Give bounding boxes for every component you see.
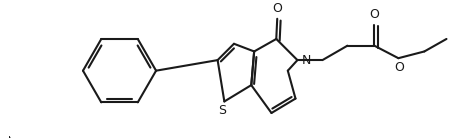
Text: O: O [272, 2, 282, 15]
Text: O: O [394, 61, 404, 74]
Text: N: N [302, 54, 312, 67]
Text: O: O [370, 8, 379, 21]
Text: S: S [219, 104, 226, 117]
